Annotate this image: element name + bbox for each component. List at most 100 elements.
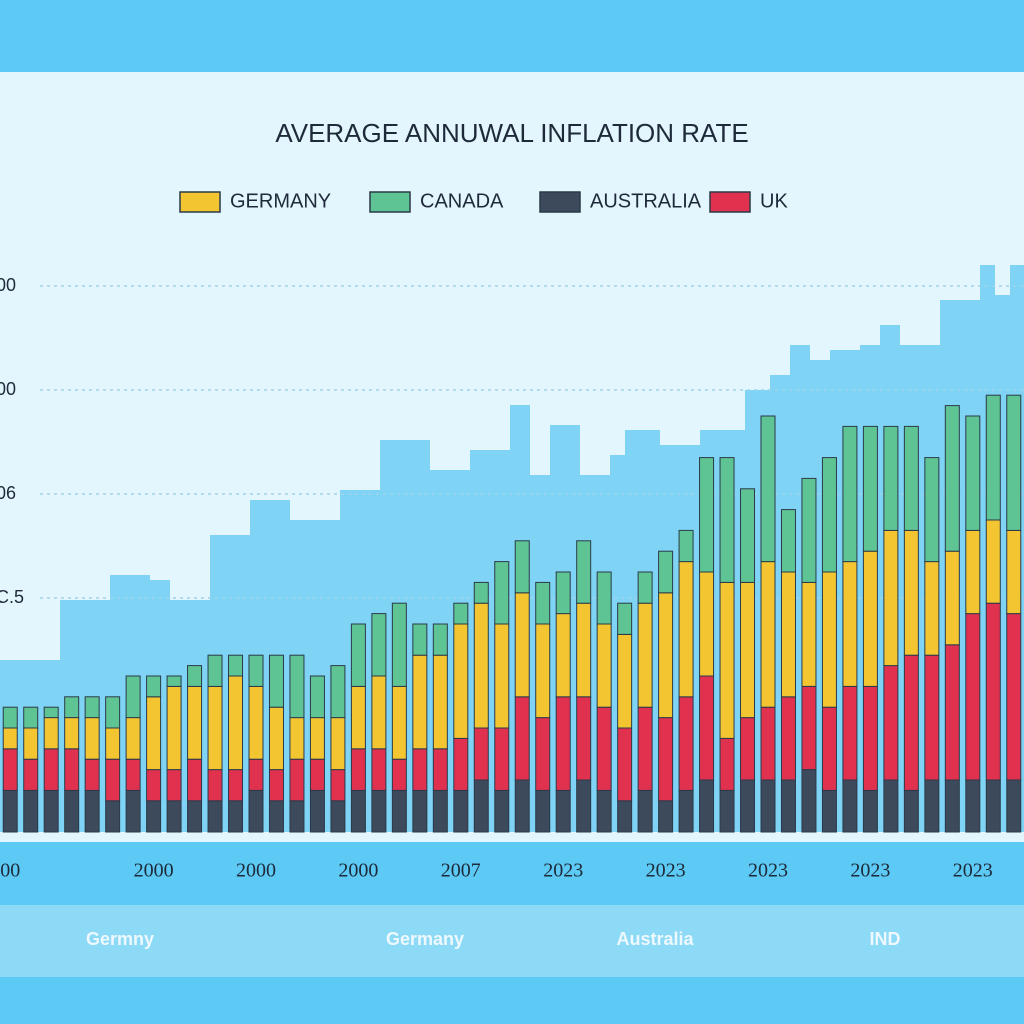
bar-segment [146,675,162,698]
bar-segment [166,675,182,687]
bar-segment [268,800,284,833]
bar-segment [125,758,141,791]
bar-segment [903,789,919,833]
x-tick-label: 2023 [748,860,788,882]
bar-segment [780,779,796,833]
bar-segment [965,415,981,531]
bar-segment [371,789,387,833]
bar-segment [658,592,674,719]
bar-segment [494,789,510,833]
bar-segment [105,800,121,833]
bar-segment [699,571,715,677]
bar-segment [412,748,428,791]
bar-segment [248,789,264,833]
bar-segment [309,675,325,719]
bar-segment [412,623,428,656]
bar-segment [2,706,18,729]
bar-segment [924,457,940,563]
bar-segment [740,581,756,719]
bar-segment [453,602,469,625]
bar-segment [555,571,571,615]
bar-segment [760,415,776,563]
bar-segment [985,779,1001,833]
bar-segment [391,602,407,687]
bar-segment [330,769,346,802]
bar-segment [842,425,858,563]
bar-segment [862,789,878,833]
bar-segment [228,769,244,802]
y-tick-label: C.5 [0,587,24,607]
y-tick-label: 00 [0,275,16,295]
bar-segment [678,561,694,698]
bar-segment [883,665,899,781]
bar-segment [187,800,203,833]
bar-segment [821,571,837,708]
bar-segment [43,717,59,750]
bar-segment [617,800,633,833]
bar-segment [2,727,18,750]
bar-segment [862,550,878,687]
bar-segment [514,696,530,781]
bar-segment [780,571,796,698]
bar-segment [862,685,878,791]
bar-segment [350,685,366,750]
bar-segment [2,748,18,791]
bar-segment [883,529,899,667]
bar-segment [187,685,203,760]
bar-segment [617,727,633,802]
bar-segment [84,696,100,719]
bar-segment [146,769,162,802]
bar-segment [432,748,448,791]
bar-segment [473,779,489,833]
bar-segment [801,685,817,771]
bar-segment [412,654,428,750]
bar-segment [473,727,489,781]
bar-segment [453,737,469,791]
bar-segment [391,789,407,833]
chart-title: AVERAGE ANNUWAL INFLATION RATE [275,118,748,148]
bar-segment [453,789,469,833]
x-tick-label: 2023 [543,860,583,882]
bar-segment [637,706,653,791]
bar-segment [228,654,244,677]
bar-segment [268,769,284,802]
bar-segment [842,779,858,833]
bar-segment [576,602,592,698]
bar-segment [1006,394,1022,531]
bar-segment [514,592,530,698]
bar-segment [760,561,776,708]
bar-segment [64,748,80,791]
bar-segment [596,571,612,625]
x-tick-label: 2000 [134,860,174,882]
bar-segment [617,602,633,635]
bar-segment [678,696,694,791]
bar-segment [105,727,121,760]
bar-segment [740,717,756,781]
x-tick-label: 2000 [338,860,378,882]
bar-segment [84,717,100,760]
bar-segment [760,706,776,781]
x-tick-label: 2000 [236,860,276,882]
bar-segment [678,789,694,833]
bar-segment [166,769,182,802]
bar-segment [64,789,80,833]
bar-segment [842,561,858,687]
bar-segment [146,696,162,771]
bar-segment [740,488,756,583]
bar-segment [64,717,80,750]
bar-segment [289,654,305,719]
bar-segment [862,425,878,552]
bar-segment [1006,613,1022,781]
bar-segment [84,789,100,833]
bar-segment [23,727,39,760]
bar-segment [1006,779,1022,833]
bar-segment [883,779,899,833]
bar-segment [617,633,633,729]
x-tick-label: 2023 [953,860,993,882]
bar-segment [84,758,100,791]
bar-segment [699,457,715,573]
bar-segment [125,789,141,833]
bar-segment [453,623,469,739]
bar-segment [535,789,551,833]
